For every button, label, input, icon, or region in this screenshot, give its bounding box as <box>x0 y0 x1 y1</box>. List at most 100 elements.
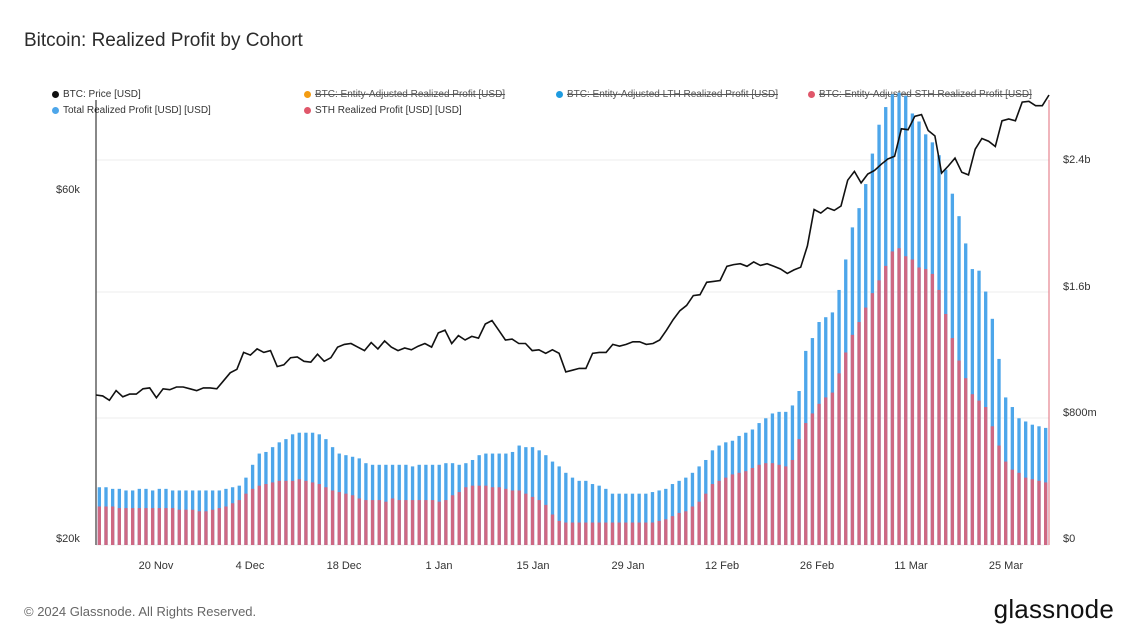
sth-profit-bar <box>884 265 888 546</box>
sth-profit-bar <box>617 522 621 545</box>
sth-profit-bar <box>844 352 848 545</box>
sth-profit-bar <box>370 500 375 545</box>
sth-profit-bar <box>590 522 595 545</box>
left-axis-tick-60k: $60k <box>56 184 80 196</box>
right-axis-tick-2.4b: $2.4b <box>1063 154 1091 166</box>
sth-profit-bar <box>824 397 828 545</box>
sth-profit-bar <box>910 259 915 545</box>
sth-profit-bar <box>904 256 908 545</box>
sth-profit-bar <box>304 480 308 545</box>
legend-item-price[interactable]: BTC: Price [USD] <box>52 89 141 100</box>
sth-profit-bar <box>430 500 435 545</box>
glassnode-logo: glassnode <box>993 594 1114 624</box>
sth-profit-bar <box>310 482 315 545</box>
sth-profit-bar <box>530 496 535 546</box>
sth-profit-bar <box>197 511 201 545</box>
sth-profit-bar <box>737 472 741 545</box>
x-tick-4-dec: 4 Dec <box>235 560 265 572</box>
legend-item-sth-realized-profit[interactable]: BTC: Entity-Adjusted STH Realized Profit… <box>808 89 1032 100</box>
sth-profit-bar <box>264 484 268 545</box>
total-profit-bar <box>617 493 621 545</box>
sth-profit-bar <box>184 509 188 545</box>
sth-profit-bar <box>584 522 588 545</box>
total-profit-bar <box>557 466 561 545</box>
legend-item-realized-profit[interactable]: BTC: Entity-Adjusted Realized Profit [US… <box>304 89 505 100</box>
right-axis-tick-0: $0 <box>1063 533 1076 545</box>
sth-profit-bar <box>224 506 228 545</box>
sth-profit-bar <box>424 500 428 545</box>
total-profit-bar <box>564 472 568 545</box>
sth-profit-bar <box>784 466 788 545</box>
sth-profit-bar <box>97 506 101 545</box>
sth-profit-bar <box>1010 469 1015 545</box>
sth-profit-bar <box>930 273 935 545</box>
sth-profit-bar <box>170 508 175 545</box>
sth-profit-bar <box>130 508 135 545</box>
sth-profit-bar <box>690 506 695 545</box>
sth-profit-bar <box>650 522 655 545</box>
x-tick-1-jan: 1 Jan <box>425 560 453 572</box>
sth-profit-bar <box>897 248 901 546</box>
right-axis-tick-800m: $800m <box>1063 407 1097 419</box>
sth-profit-bar <box>744 471 748 545</box>
sth-profit-bar <box>237 500 241 545</box>
sth-profit-bar <box>857 322 861 545</box>
sth-profit-bar <box>944 314 948 545</box>
sth-profit-bar <box>544 504 548 545</box>
legend-item-lth-realized-profit[interactable]: BTC: Entity-Adjusted LTH Realized Profit… <box>556 89 778 100</box>
sth-profit-bar <box>877 280 881 545</box>
sth-profit-bar <box>637 522 641 545</box>
legend-item-sth-profit[interactable]: STH Realized Profit [USD] [USD] <box>304 105 462 116</box>
sth-profit-bar <box>664 519 668 545</box>
sth-profit-bar <box>597 522 601 545</box>
sth-profit-bar <box>350 495 355 545</box>
x-tick-20-nov: 20 Nov <box>138 560 174 572</box>
sth-profit-bar <box>477 485 481 545</box>
total-profit-bar <box>597 485 601 545</box>
sth-profit-bar <box>837 373 841 545</box>
legend-item-total-realized-profit[interactable]: Total Realized Profit [USD] [USD] <box>52 105 211 116</box>
sth-profit-bar <box>417 500 421 545</box>
sth-profit-bar <box>724 477 728 546</box>
total-profit-bar <box>677 480 681 545</box>
sth-profit-bar <box>697 501 701 545</box>
sth-profit-bar <box>384 501 388 545</box>
total-profit-bar <box>544 455 548 545</box>
sth-profit-bar <box>790 459 795 545</box>
sth-profit-bar <box>804 423 808 545</box>
x-tick-29-jan: 29 Jan <box>611 560 645 572</box>
sth-profit-bar <box>464 487 468 545</box>
sth-profit-bar <box>217 508 221 545</box>
sth-profit-bar <box>577 522 581 545</box>
sth-profit-bar <box>364 500 368 545</box>
total-profit-bar <box>537 450 541 545</box>
sth-profit-bar <box>404 500 408 545</box>
sth-profit-bar <box>450 495 455 545</box>
total-profit-bar <box>550 461 555 545</box>
sth-profit-bar <box>604 522 608 545</box>
sth-profit-bar <box>177 509 181 545</box>
legend-dot-icon <box>304 91 311 98</box>
sth-profit-bar <box>437 501 441 545</box>
sth-profit-bar <box>557 520 561 545</box>
sth-profit-bar <box>644 522 648 545</box>
sth-profit-bar <box>344 493 348 545</box>
sth-profit-bar <box>497 487 501 545</box>
sth-profit-bar <box>277 480 281 545</box>
sth-profit-bar <box>684 511 688 545</box>
x-tick-26-feb: 26 Feb <box>799 560 835 572</box>
legend-dot-icon <box>808 91 815 98</box>
sth-profit-bar <box>250 488 255 545</box>
x-tick-25-mar: 25 Mar <box>988 560 1024 572</box>
sth-profit-bar <box>937 289 941 545</box>
x-tick-11-mar: 11 Mar <box>894 560 928 572</box>
sth-profit-bar <box>470 485 475 545</box>
sth-profit-bar <box>504 488 508 545</box>
legend-dot-icon <box>52 91 59 98</box>
sth-profit-bar <box>917 267 921 545</box>
total-profit-bar <box>590 484 595 545</box>
sth-profit-bar <box>124 508 128 545</box>
sth-profit-bar <box>337 492 341 545</box>
sth-profit-bar <box>377 500 381 545</box>
